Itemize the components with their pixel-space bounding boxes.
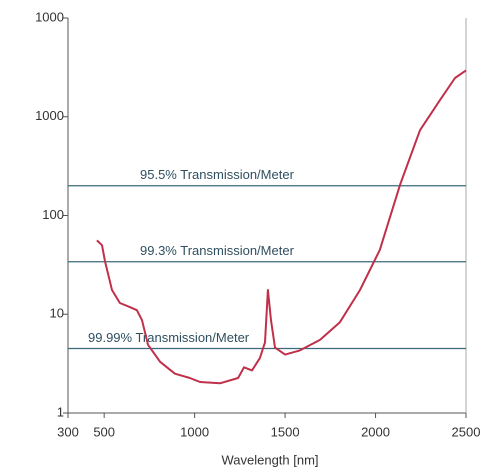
y-tick-label: 10	[50, 306, 64, 321]
x-tick-label: 300	[57, 424, 79, 439]
y-tick-label: 1000	[35, 9, 64, 24]
reference-label: 99.99% Transmission/Meter	[88, 330, 250, 345]
x-tick-label: 1000	[180, 424, 209, 439]
reference-label: 99.3% Transmission/Meter	[140, 243, 295, 258]
x-tick-label: 1500	[271, 424, 300, 439]
data-line	[96, 69, 467, 385]
y-tick-label: 1000	[35, 108, 64, 123]
x-tick-label: 500	[93, 424, 115, 439]
y-tick-label: 100	[42, 207, 64, 222]
y-tick-label: 1	[57, 404, 64, 419]
x-tick-label: 2500	[452, 424, 481, 439]
reference-label: 95.5% Transmission/Meter	[140, 167, 295, 182]
x-axis-label: Wavelength [nm]	[221, 452, 318, 467]
x-tick-label: 2000	[361, 424, 390, 439]
